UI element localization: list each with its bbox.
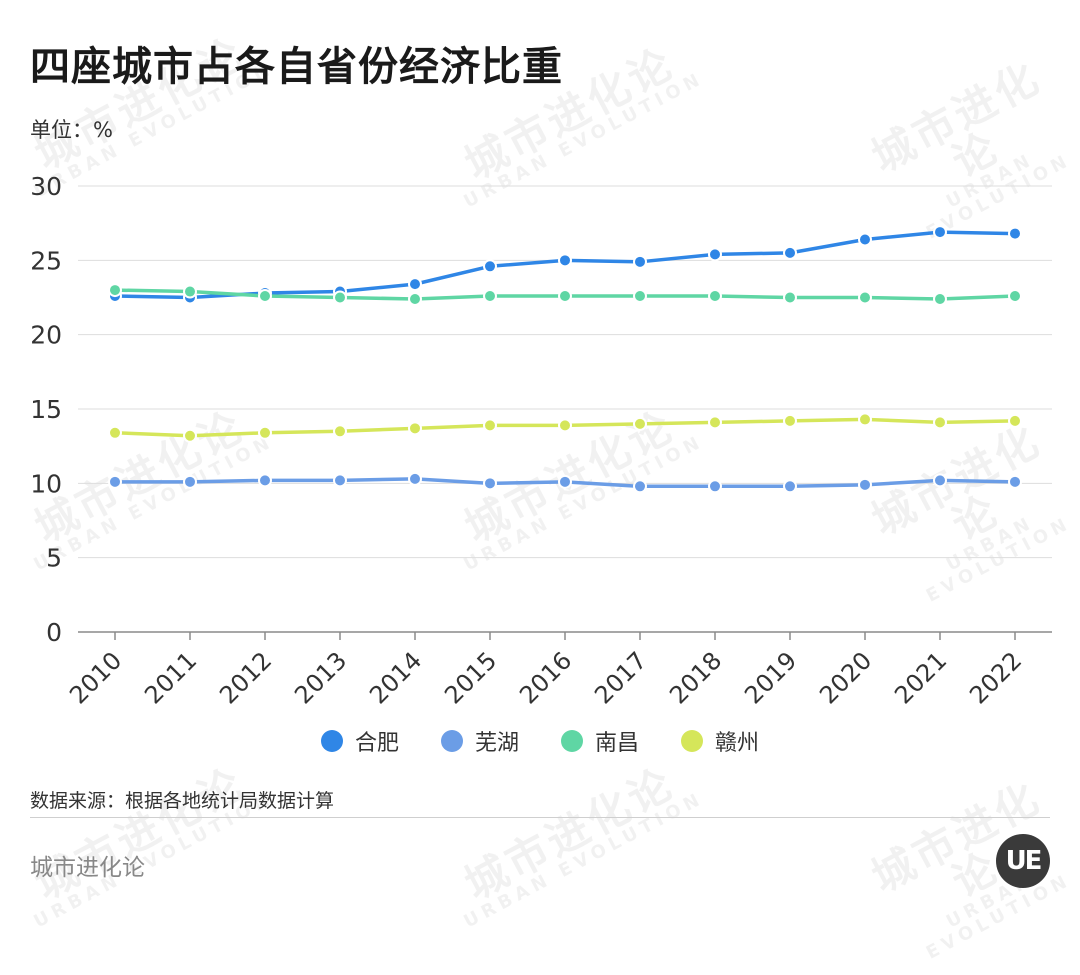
y-tick-label: 15: [30, 395, 62, 424]
data-point: [183, 284, 197, 299]
data-point: [483, 259, 497, 274]
data-point: [558, 253, 572, 268]
data-point: [633, 289, 647, 304]
data-point: [333, 290, 347, 305]
data-point: [108, 283, 122, 298]
x-tick-label: 2010: [64, 646, 127, 709]
data-point: [633, 479, 647, 494]
data-point: [633, 254, 647, 269]
x-axis-ticks: 2010 2011 2012 2013 2014 2015 2016 2017 2018 2019…: [64, 632, 1027, 709]
data-point: [258, 289, 272, 304]
legend-item: 赣州: [681, 725, 759, 757]
data-point: [558, 418, 572, 433]
data-point: [933, 415, 947, 430]
x-tick-label: 2022: [964, 646, 1027, 709]
data-point: [408, 291, 422, 306]
data-point: [258, 425, 272, 440]
x-tick-label: 2013: [289, 646, 352, 709]
legend-marker: [681, 730, 704, 752]
data-point: [333, 473, 347, 488]
data-point: [483, 418, 497, 433]
y-tick-label: 25: [30, 246, 62, 275]
data-point: [558, 289, 572, 304]
legend-label: 合肥: [354, 731, 399, 756]
data-point: [558, 474, 572, 489]
data-point: [858, 412, 872, 427]
legend-label: 赣州: [715, 731, 760, 756]
legend-label: 南昌: [595, 731, 640, 756]
legend: 合肥 芜湖 南昌 赣州: [0, 725, 1080, 757]
y-tick-label: 5: [46, 544, 62, 573]
y-tick-label: 30: [30, 172, 62, 201]
data-point: [108, 474, 122, 489]
x-tick-label: 2012: [214, 646, 277, 709]
x-tick-label: 2015: [439, 646, 502, 709]
grid-lines: [78, 185, 1052, 633]
data-point: [708, 289, 722, 304]
data-point: [858, 290, 872, 305]
brand-name: 城市进化论: [30, 855, 145, 881]
series-lines: [108, 225, 1022, 494]
y-tick-label: 20: [30, 321, 62, 350]
data-point: [183, 474, 197, 489]
data-point: [1008, 289, 1022, 304]
data-point: [1008, 226, 1022, 241]
data-point: [633, 416, 647, 431]
chart-title: 四座城市占各自省份经济比重: [30, 44, 563, 90]
legend-item: 南昌: [561, 725, 639, 757]
data-point: [258, 473, 272, 488]
source-note: 数据来源：根据各地统计局数据计算: [30, 790, 335, 812]
divider: [30, 817, 1050, 818]
x-tick-label: 2014: [364, 646, 427, 709]
data-point: [108, 425, 122, 440]
data-point: [483, 476, 497, 491]
x-tick-label: 2019: [739, 646, 802, 709]
y-axis-ticks: 0 5 10 15 20 25 30: [30, 172, 62, 647]
data-point: [408, 471, 422, 486]
data-point: [408, 277, 422, 292]
data-point: [858, 232, 872, 247]
legend-item: 合肥: [320, 725, 399, 757]
data-point: [708, 479, 722, 494]
x-tick-label: 2017: [589, 646, 652, 709]
y-tick-label: 10: [30, 469, 62, 498]
legend-marker: [561, 730, 583, 752]
brand-logo: UE: [996, 834, 1050, 888]
x-tick-label: 2016: [514, 646, 577, 709]
data-point: [708, 247, 722, 262]
data-point: [1008, 474, 1022, 489]
legend-label: 芜湖: [474, 731, 519, 756]
legend-marker: [440, 730, 463, 752]
x-tick-label: 2011: [139, 646, 202, 709]
data-point: [183, 428, 197, 443]
data-point: [783, 245, 797, 260]
data-point: [708, 415, 722, 430]
data-point: [333, 424, 347, 439]
data-point: [483, 289, 497, 304]
x-tick-label: 2021: [889, 646, 952, 709]
x-tick-label: 2020: [814, 646, 877, 709]
x-tick-label: 2018: [664, 646, 727, 709]
data-point: [858, 477, 872, 492]
data-point: [783, 413, 797, 428]
data-point: [933, 473, 947, 488]
unit-label: 单位：%: [30, 118, 113, 142]
data-point: [933, 225, 947, 240]
data-point: [933, 291, 947, 306]
data-point: [408, 421, 422, 436]
legend-marker: [320, 730, 343, 752]
legend-item: 芜湖: [440, 725, 519, 757]
data-point: [783, 479, 797, 494]
data-point: [783, 290, 797, 305]
y-tick-label: 0: [46, 618, 62, 647]
data-point: [1008, 413, 1022, 428]
